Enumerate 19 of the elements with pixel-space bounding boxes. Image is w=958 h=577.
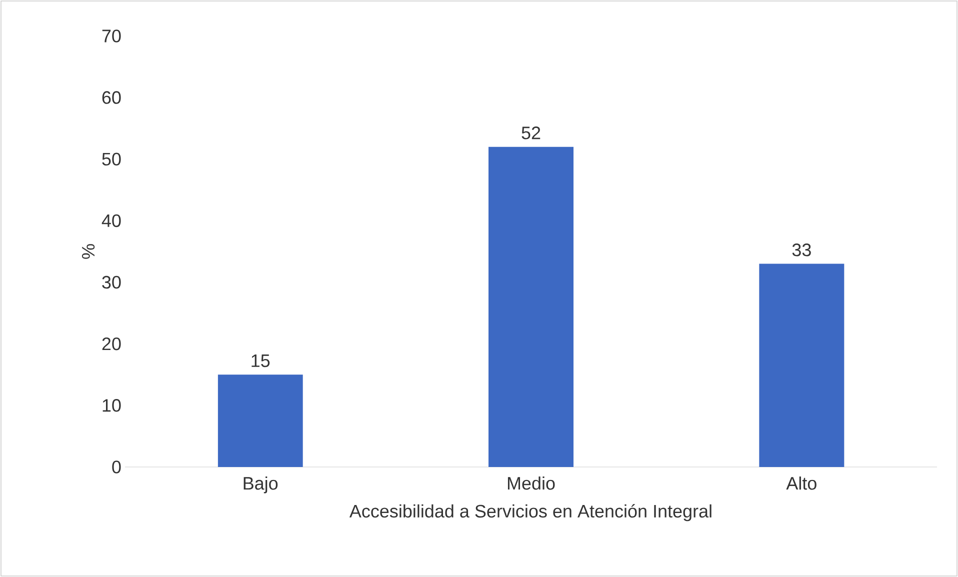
bar: [488, 146, 574, 467]
y-tick-label: 50: [102, 152, 121, 166]
y-tick-label: 20: [102, 337, 121, 350]
y-tick-label: 60: [102, 91, 121, 104]
y-tick-label: 70: [102, 30, 121, 42]
bar: [759, 264, 844, 467]
x-tick-label: Bajo: [244, 476, 278, 494]
x-axis-title: Accesibilidad a Servicios en Atención Integral: [349, 504, 712, 522]
data-label: 15: [252, 354, 270, 368]
y-tick-label: 40: [102, 214, 121, 228]
y-axis-title: %: [82, 244, 95, 259]
bar: [218, 374, 303, 467]
data-label: 52: [522, 126, 540, 140]
y-tick-label: 30: [102, 276, 121, 289]
y-tick-label: 10: [102, 399, 121, 412]
y-tick-label: 0: [112, 460, 121, 474]
x-tick-label: Medio: [508, 476, 555, 490]
x-tick-label: Alto: [786, 476, 816, 490]
data-label: 33: [792, 244, 811, 256]
